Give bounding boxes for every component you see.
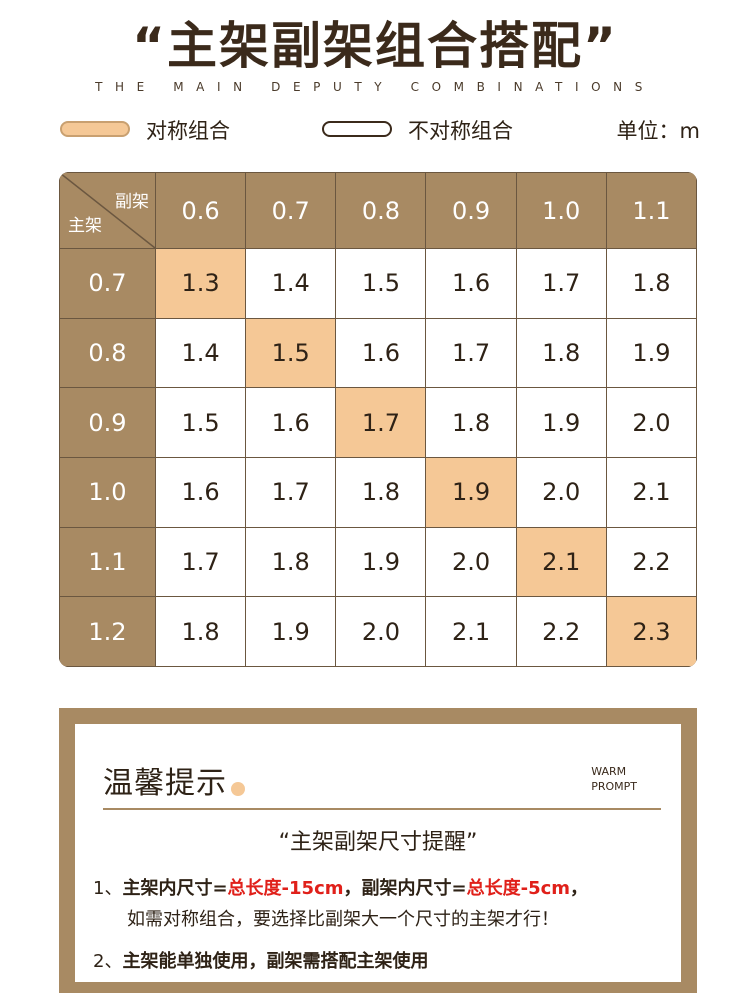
table-cell: 1.4 xyxy=(156,318,246,388)
col-header: 0.9 xyxy=(426,173,516,248)
tip-1-comma: ， xyxy=(343,878,362,899)
row-header: 0.8 xyxy=(60,318,155,388)
table-cell: 2.0 xyxy=(516,457,606,527)
unit-label: 单位：m xyxy=(616,119,700,143)
row-header: 0.9 xyxy=(60,388,155,457)
table-cell: 1.9 xyxy=(606,318,696,388)
row-header: 1.0 xyxy=(60,457,155,527)
table-cell: 2.1 xyxy=(426,597,516,666)
table-cell: 1.7 xyxy=(156,527,246,597)
row-header: 1.1 xyxy=(60,527,155,597)
tip-1-line-2: 如需对称组合，要选择比副架大一个尺寸的主架才行！ xyxy=(127,909,559,930)
legend: 对称组合 不对称组合 单位：m xyxy=(60,114,700,144)
tip-1: 1、主架内尺寸=总长度-15cm，副架内尺寸=总长度-5cm， xyxy=(93,874,588,900)
tip-1-main-label: 主架内尺寸= xyxy=(122,878,228,899)
tip-1-main-value: 总长度-15cm xyxy=(227,878,344,899)
tip-1-sub-value: 总长度-5cm xyxy=(466,878,571,899)
tip-1-sub-label: 副架内尺寸= xyxy=(361,878,467,899)
page-subtitle: THE MAIN DEPUTY COMBINATIONS xyxy=(95,80,655,94)
symmetric-swatch xyxy=(60,121,130,137)
table-cell: 2.2 xyxy=(516,597,606,666)
page-title: “主架副架组合搭配” xyxy=(132,17,618,75)
tip-2-text: 主架能单独使用，副架需搭配主架使用 xyxy=(122,951,429,972)
table-cell: 1.7 xyxy=(516,249,606,318)
symmetric-cell: 2.1 xyxy=(516,527,606,597)
table-cell: 1.9 xyxy=(246,597,336,666)
tips-title-en: WARM PROMPT xyxy=(591,764,637,794)
corner-row-label: 主架 xyxy=(68,216,102,236)
table-cell: 1.8 xyxy=(246,527,336,597)
table-cell: 2.0 xyxy=(336,597,426,666)
col-header: 0.8 xyxy=(336,173,426,248)
tip-2-number: 2、 xyxy=(93,951,123,972)
table-cell: 1.8 xyxy=(606,249,696,318)
table-cell: 1.8 xyxy=(336,457,426,527)
table-cell: 1.6 xyxy=(336,318,426,388)
table-cell: 1.9 xyxy=(336,527,426,597)
table-cell: 2.0 xyxy=(606,388,696,457)
tips-dot-decoration xyxy=(231,782,245,796)
tip-1-number: 1、 xyxy=(93,878,123,899)
table-cell: 1.6 xyxy=(156,457,246,527)
table-cell: 1.5 xyxy=(156,388,246,457)
tips-divider xyxy=(103,808,661,810)
tip-1-comma-2: ， xyxy=(570,878,589,899)
table-cell: 2.2 xyxy=(606,527,696,597)
symmetric-cell: 1.9 xyxy=(426,457,516,527)
table-cell: 1.8 xyxy=(516,318,606,388)
warm-tips-card: 温馨提示 WARM PROMPT “主架副架尺寸提醒” 1、主架内尺寸=总长度-… xyxy=(75,724,681,982)
table-cell: 1.9 xyxy=(516,388,606,457)
symmetric-cell: 1.5 xyxy=(246,318,336,388)
table-corner-cell: 副架 主架 xyxy=(60,173,155,248)
row-header: 0.7 xyxy=(60,249,155,318)
warm-tips-panel: 温馨提示 WARM PROMPT “主架副架尺寸提醒” 1、主架内尺寸=总长度-… xyxy=(59,708,697,993)
tip-2: 2、主架能单独使用，副架需搭配主架使用 xyxy=(93,947,428,973)
tips-title-en-line1: WARM xyxy=(591,765,627,778)
table-cell: 1.6 xyxy=(246,388,336,457)
combination-table: 副架 主架 0.6 0.7 0.8 0.9 1.0 1.1 0.7 1.3 1.4 1.5 1.6 1… xyxy=(59,172,697,667)
legend-symmetric-label: 对称组合 xyxy=(146,119,230,143)
combination-grid: 副架 主架 0.6 0.7 0.8 0.9 1.0 1.1 0.7 1.3 1.4 1.5 1.6 1… xyxy=(59,172,697,667)
asymmetric-swatch xyxy=(322,121,392,137)
corner-col-label: 副架 xyxy=(115,192,149,212)
col-header: 0.7 xyxy=(246,173,336,248)
table-cell: 1.6 xyxy=(426,249,516,318)
symmetric-cell: 1.7 xyxy=(336,388,426,457)
tips-heading: “主架副架尺寸提醒” xyxy=(278,830,478,855)
table-cell: 1.7 xyxy=(426,318,516,388)
table-cell: 2.1 xyxy=(606,457,696,527)
table-cell: 1.4 xyxy=(246,249,336,318)
col-header: 0.6 xyxy=(156,173,246,248)
table-cell: 1.5 xyxy=(336,249,426,318)
tips-title: 温馨提示 xyxy=(103,766,227,801)
legend-asymmetric-label: 不对称组合 xyxy=(408,119,513,143)
corner-diagonal xyxy=(60,173,155,248)
tips-title-en-line2: PROMPT xyxy=(591,780,637,793)
col-header: 1.0 xyxy=(516,173,606,248)
table-cell: 1.8 xyxy=(156,597,246,666)
row-header: 1.2 xyxy=(60,597,155,666)
symmetric-cell: 1.3 xyxy=(156,249,246,318)
table-cell: 1.7 xyxy=(246,457,336,527)
table-cell: 1.8 xyxy=(426,388,516,457)
col-header: 1.1 xyxy=(606,173,696,248)
symmetric-cell: 2.3 xyxy=(606,597,696,666)
table-cell: 2.0 xyxy=(426,527,516,597)
